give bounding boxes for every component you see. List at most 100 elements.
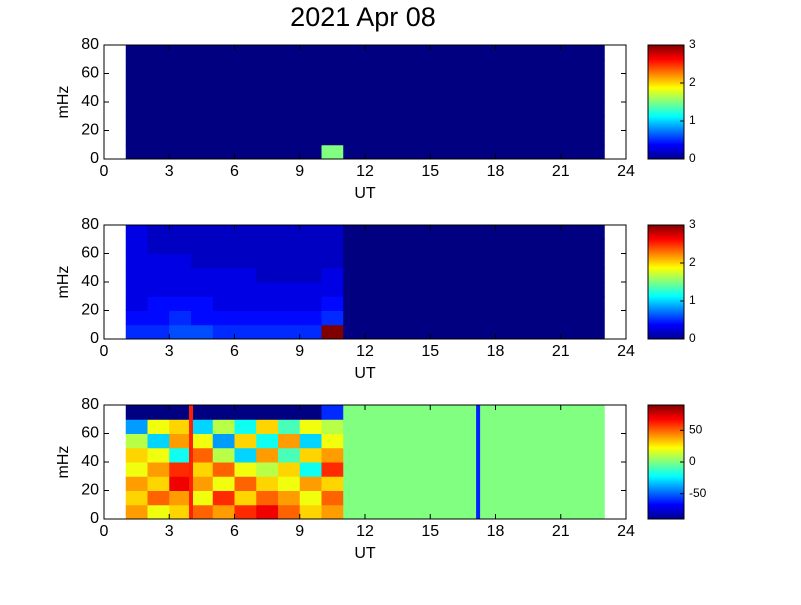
- heatmap-cell: [278, 310, 301, 326]
- colorbar: [647, 44, 685, 160]
- heatmap-cell: [147, 59, 170, 74]
- heatmap-cell: [495, 310, 518, 326]
- heatmap-cell: [560, 490, 583, 506]
- y-axis-label: mHz: [55, 446, 72, 479]
- heatmap-cell: [256, 144, 279, 160]
- heatmap-cell: [191, 102, 214, 117]
- colorbar-tick-label: 0: [689, 454, 696, 468]
- heatmap-cell: [452, 225, 475, 240]
- heatmap-cell: [125, 267, 148, 283]
- heatmap-cell: [299, 239, 322, 254]
- heatmap-cell: [495, 45, 518, 60]
- heatmap-cell: [343, 253, 366, 269]
- heatmap-cell: [495, 282, 518, 297]
- heatmap-cell: [365, 87, 388, 103]
- heatmap-cell: [125, 59, 148, 74]
- heatmap-cell: [539, 239, 562, 254]
- heatmap-cell: [560, 45, 583, 60]
- heatmap-cell: [430, 433, 453, 449]
- heatmap-cell: [452, 144, 475, 160]
- heatmap-cell: [517, 267, 540, 283]
- heatmap-cell: [386, 324, 409, 340]
- heatmap-cell: [408, 102, 431, 117]
- heatmap-cell: [365, 102, 388, 117]
- heatmap-cell: [343, 447, 366, 463]
- x-tick-label: 15: [421, 163, 439, 180]
- heatmap-cell: [321, 419, 344, 434]
- heatmap-cell: [343, 282, 366, 297]
- heatmap-cell: [147, 87, 170, 103]
- heatmap-cell: [452, 102, 475, 117]
- heatmap-cell: [539, 310, 562, 326]
- heatmap-cell: [234, 490, 257, 506]
- heatmap-cell: [278, 324, 301, 340]
- heatmap-cell: [256, 282, 279, 297]
- heatmap-cell: [365, 504, 388, 520]
- heatmap-cell: [473, 130, 496, 146]
- heatmap-cell: [147, 225, 170, 240]
- heatmap-cell: [299, 490, 322, 506]
- y-tick-label: 0: [90, 510, 99, 527]
- heatmap-cell: [517, 116, 540, 131]
- x-tick-label: 24: [617, 343, 635, 360]
- heatmap-cell: [452, 462, 475, 477]
- x-tick-label: 24: [617, 523, 635, 540]
- heatmap-cell: [452, 405, 475, 420]
- heatmap-cell: [408, 504, 431, 520]
- heatmap-cell: [560, 73, 583, 89]
- heatmap-cell: [234, 267, 257, 283]
- heatmap-cell: [560, 225, 583, 240]
- colorbar-tick-label: 2: [689, 75, 696, 89]
- heatmap-cell: [191, 462, 214, 477]
- heatmap-cell: [408, 59, 431, 74]
- heatmap-cell: [343, 433, 366, 449]
- colorbar-tick-label: 3: [689, 37, 696, 51]
- heatmap-cell: [321, 144, 344, 160]
- x-tick-label: 6: [230, 163, 239, 180]
- heatmap-cell: [495, 405, 518, 420]
- heatmap-cell: [430, 296, 453, 311]
- heatmap-cell: [452, 476, 475, 491]
- x-tick-label: 3: [165, 523, 174, 540]
- heatmap-cell: [169, 253, 192, 269]
- heatmap-cell: [147, 45, 170, 60]
- heatmap-cell: [278, 59, 301, 74]
- heatmap-cell: [169, 433, 192, 449]
- heatmap-cell: [582, 267, 605, 283]
- heatmap-cell: [386, 116, 409, 131]
- heatmap-cell: [517, 310, 540, 326]
- heatmap-cell: [212, 116, 235, 131]
- heatmap-cell: [430, 253, 453, 269]
- y-tick-label: 40: [81, 273, 99, 290]
- heatmap-cell: [582, 225, 605, 240]
- heatmap-cell: [560, 447, 583, 463]
- heatmap-cell: [430, 225, 453, 240]
- heatmap-cell: [169, 282, 192, 297]
- heatmap-cell: [582, 476, 605, 491]
- heatmap-cell: [430, 45, 453, 60]
- x-tick-label: 18: [487, 163, 505, 180]
- y-tick-label: 20: [81, 122, 99, 139]
- heatmap-cell: [278, 253, 301, 269]
- y-tick-label: 0: [90, 150, 99, 167]
- x-tick-label: 6: [230, 343, 239, 360]
- heatmap-cell: [321, 476, 344, 491]
- heatmap-cell: [234, 405, 257, 420]
- heatmap-cell: [539, 405, 562, 420]
- y-tick-label: 40: [81, 453, 99, 470]
- heatmap-cell: [582, 462, 605, 477]
- heatmap-cell: [430, 102, 453, 117]
- heatmap-cell: [234, 73, 257, 89]
- heatmap-cell: [365, 45, 388, 60]
- heatmap-cell: [234, 296, 257, 311]
- heatmap-cell: [321, 447, 344, 463]
- heatmap-cell: [495, 296, 518, 311]
- heatmap-cell: [365, 130, 388, 146]
- heatmap-cell: [539, 45, 562, 60]
- heatmap-cell: [125, 310, 148, 326]
- heatmap-cell: [278, 419, 301, 434]
- heatmap-cell: [365, 324, 388, 340]
- heatmap-cell: [234, 59, 257, 74]
- heatmap-cell: [430, 130, 453, 146]
- heatmap-cell: [408, 433, 431, 449]
